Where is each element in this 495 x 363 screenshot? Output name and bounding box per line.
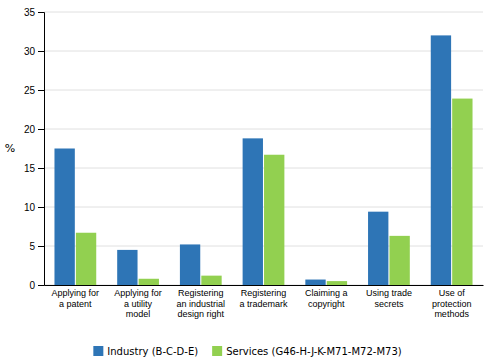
bar: [180, 244, 200, 285]
y-tick: 25: [24, 85, 44, 96]
grid-line: [44, 12, 483, 13]
y-tick-mark: [38, 207, 44, 208]
grid: [44, 12, 483, 285]
y-tick: 35: [24, 7, 44, 18]
x-tick: Use ofprotectionmethods: [432, 288, 472, 319]
x-tick-label-line: a utility: [124, 299, 153, 309]
bar: [139, 279, 159, 285]
x-tick-label: Registeringan industrialdesign right: [177, 288, 226, 319]
x-tick: Using tradesecrets: [366, 288, 412, 308]
y-tick-mark: [38, 285, 44, 286]
series-bars: [54, 35, 451, 285]
bar: [243, 138, 263, 285]
legend-swatch: [212, 346, 222, 356]
x-tick-label-line: design right: [178, 309, 225, 319]
y-tick-mark: [38, 129, 44, 130]
legend-swatch: [93, 346, 103, 356]
y-tick-label: 15: [24, 163, 36, 174]
x-tick-label-line: an industrial: [177, 299, 226, 309]
x-tick-label-line: model: [126, 309, 151, 319]
y-axis-line: [38, 13, 45, 286]
x-tick-label: Applying fora patent: [52, 288, 100, 308]
bar: [54, 149, 74, 286]
x-tick-label-line: a trademark: [239, 299, 288, 309]
bar: [305, 280, 325, 285]
y-tick-label: 5: [29, 241, 35, 252]
x-tick-label-line: Applying for: [52, 288, 100, 298]
y-tick-label: 0: [29, 280, 35, 291]
x-tick-label-line: protection: [432, 299, 472, 309]
x-tick-label-line: Use of: [439, 288, 466, 298]
grid-line: [44, 129, 483, 130]
legend-label: Industry (B-C-D-E): [107, 346, 198, 357]
x-tick: Applying fora utilitymodel: [114, 288, 162, 319]
y-tick-label: 30: [24, 46, 36, 57]
grid-line: [44, 246, 483, 247]
bar: [389, 236, 409, 285]
y-tick: 20: [24, 124, 44, 135]
x-tick-label-line: Applying for: [114, 288, 162, 298]
y-tick: 15: [24, 163, 44, 174]
x-tick-label: Applying fora utilitymodel: [114, 288, 162, 319]
bar: [327, 281, 347, 285]
chart: 05101520253035Applying fora patentApplyi…: [0, 0, 495, 363]
grid-line: [44, 51, 483, 52]
x-tick-label-line: copyright: [308, 299, 345, 309]
y-tick-label: 25: [24, 85, 36, 96]
bar: [368, 212, 388, 285]
y-tick-mark: [38, 168, 44, 169]
x-tick-label-line: Registering: [241, 288, 287, 298]
x-axis-line: [45, 285, 484, 286]
x-tick-label-line: Using trade: [366, 288, 412, 298]
y-tick: 30: [24, 46, 44, 57]
y-tick-mark: [38, 90, 44, 91]
y-axis: 0 5 10 15 20 25 30 35: [24, 7, 45, 291]
legend-label: Services (G46-H-J-K-M71-M72-M73): [226, 346, 402, 357]
x-tick: Registeringa trademark: [239, 288, 288, 308]
x-tick-label-line: secrets: [374, 299, 404, 309]
y-tick-label: 10: [24, 202, 36, 213]
x-tick-label: Registeringa trademark: [239, 288, 288, 308]
grid-line: [44, 90, 483, 91]
bar: [76, 233, 96, 285]
y-tick: 10: [24, 202, 44, 213]
x-tick-label-line: a patent: [59, 299, 92, 309]
x-axis: Applying fora patentApplying fora utilit…: [45, 286, 484, 320]
bars: [54, 35, 472, 285]
bar: [117, 250, 137, 285]
x-tick: Registeringan industrialdesign right: [177, 288, 226, 319]
grid-line: [44, 207, 483, 208]
plot: 05101520253035Applying fora patentApplyi…: [24, 7, 484, 319]
x-tick-label: Use ofprotectionmethods: [432, 288, 472, 319]
x-tick-label-line: Claiming a: [305, 288, 348, 298]
x-tick-label: Claiming acopyright: [305, 288, 348, 308]
x-tick-label-line: Registering: [178, 288, 224, 298]
x-tick-label: Using tradesecrets: [366, 288, 412, 308]
y-tick: 0: [29, 280, 44, 291]
series-bars: [76, 99, 473, 285]
grid-line: [44, 168, 483, 169]
legend-item: Industry (B-C-D-E): [93, 346, 198, 357]
bar: [452, 99, 472, 285]
bar: [431, 35, 451, 285]
legend-item: Services (G46-H-J-K-M71-M72-M73): [212, 346, 402, 357]
y-tick-label: 20: [24, 124, 36, 135]
grid-line: [44, 285, 483, 286]
x-tick: Claiming acopyright: [305, 288, 348, 308]
bar: [201, 276, 221, 285]
y-axis-label: %: [5, 142, 15, 155]
legend: Industry (B-C-D-E) Services (G46-H-J-K-M7…: [93, 346, 401, 357]
bar: [264, 155, 284, 285]
y-tick-mark: [38, 51, 44, 52]
y-tick-label: 35: [24, 7, 36, 18]
x-tick-label-line: methods: [434, 309, 469, 319]
y-tick-mark: [38, 246, 44, 247]
y-tick: 5: [29, 241, 44, 252]
y-tick-mark: [38, 12, 44, 13]
x-tick: Applying fora patent: [52, 288, 100, 308]
